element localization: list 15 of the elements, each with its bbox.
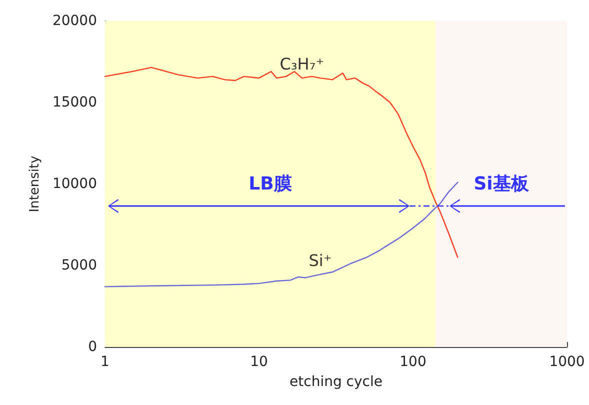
x-tick-label: 100 [400, 354, 426, 370]
y-tick-label: 10000 [52, 176, 97, 192]
y-axis-title: Intensity [28, 155, 43, 212]
x-axis-title: etching cycle [290, 374, 382, 390]
y-tick-label: 0 [88, 339, 97, 355]
y-tick-label: 20000 [52, 13, 97, 29]
series-label: C₃H₇⁺ [280, 54, 324, 74]
y-tick-label: 15000 [52, 94, 97, 110]
band-label: LB膜 [248, 174, 292, 194]
y-tick-label: 5000 [61, 258, 97, 274]
x-tick-label: 1000 [549, 354, 585, 370]
x-tick-label: 10 [250, 354, 268, 370]
band-label: Si基板 [474, 174, 530, 194]
series-label: Si⁺ [308, 250, 332, 270]
x-tick-label: 1 [100, 354, 110, 370]
